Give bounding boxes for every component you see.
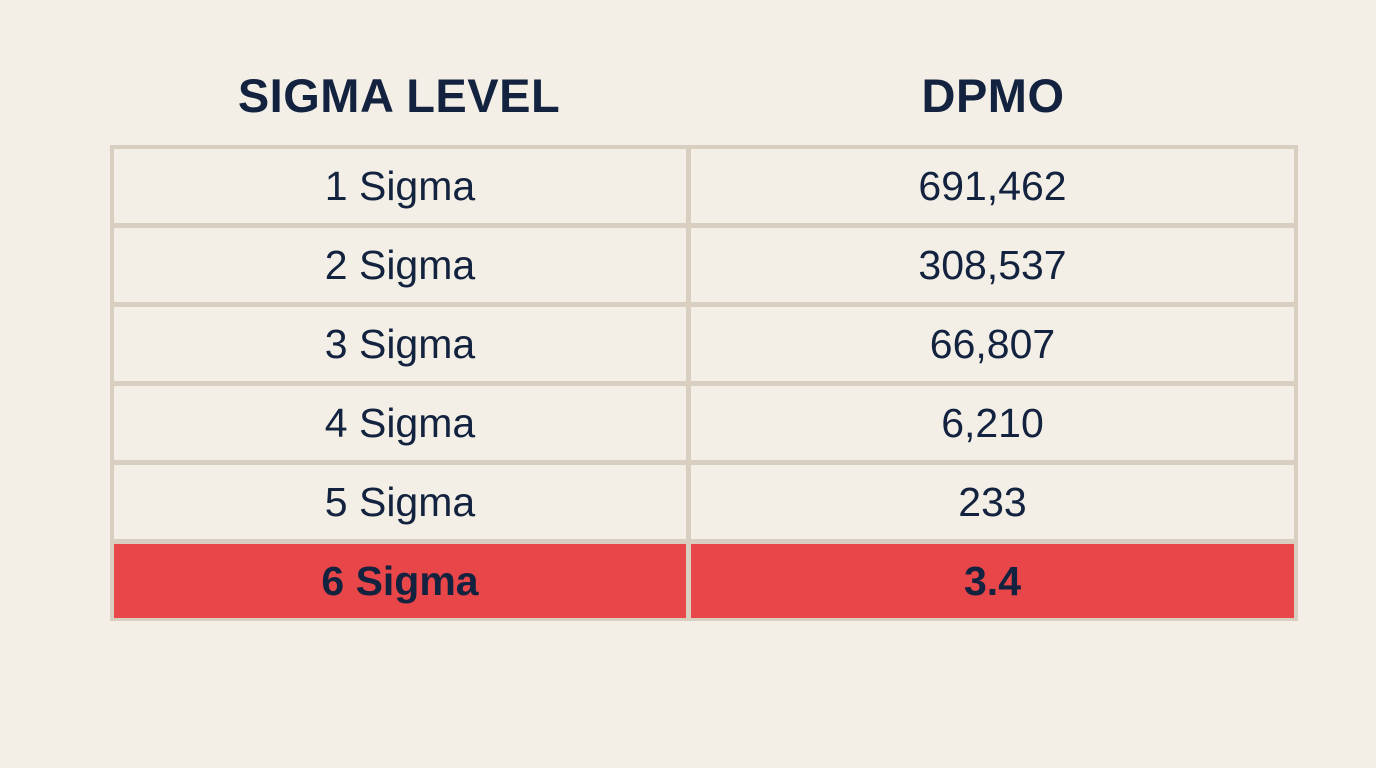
table-row: 1 Sigma 691,462 — [114, 149, 1294, 223]
sigma-level-cell: 5 Sigma — [114, 465, 686, 539]
column-header-dpmo: DPMO — [921, 69, 1065, 122]
sigma-level-cell: 3 Sigma — [114, 307, 686, 381]
dpmo-cell: 3.4 — [691, 544, 1294, 618]
sigma-dpmo-table: 1 Sigma 691,462 2 Sigma 308,537 3 Sigma … — [110, 145, 1298, 621]
column-header-sigma-level: SIGMA LEVEL — [237, 69, 561, 122]
dpmo-cell: 6,210 — [691, 386, 1294, 460]
table-header: SIGMA LEVEL DPMO — [110, 60, 1298, 132]
table-row: 3 Sigma 66,807 — [114, 307, 1294, 381]
dpmo-cell: 233 — [691, 465, 1294, 539]
sigma-level-cell: 1 Sigma — [114, 149, 686, 223]
highlighted-table-row: 6 Sigma 3.4 — [114, 544, 1294, 618]
dpmo-cell: 691,462 — [691, 149, 1294, 223]
table-row: 2 Sigma 308,537 — [114, 228, 1294, 302]
dpmo-cell: 66,807 — [691, 307, 1294, 381]
sigma-level-cell: 2 Sigma — [114, 228, 686, 302]
table-row: 4 Sigma 6,210 — [114, 386, 1294, 460]
table-row: 5 Sigma 233 — [114, 465, 1294, 539]
sigma-level-cell: 6 Sigma — [114, 544, 686, 618]
dpmo-cell: 308,537 — [691, 228, 1294, 302]
sigma-level-cell: 4 Sigma — [114, 386, 686, 460]
